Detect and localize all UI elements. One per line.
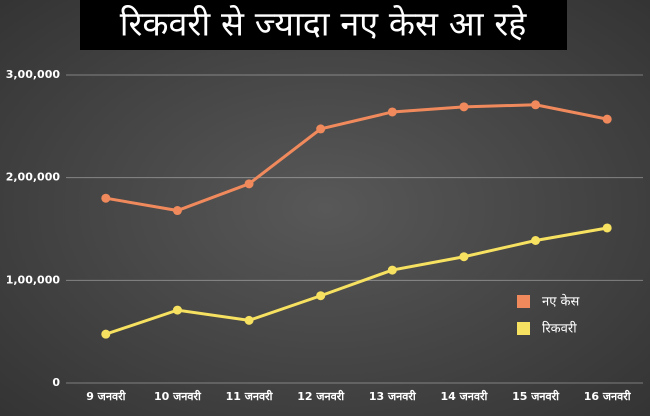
point: [459, 252, 469, 262]
legend-label: नए केस: [542, 294, 580, 310]
point: [316, 291, 326, 301]
point: [531, 100, 541, 110]
point: [101, 193, 111, 203]
legend-label: रिकवरी: [542, 321, 577, 337]
point: [387, 265, 397, 275]
x-tick-label: 14 जनवरी: [441, 389, 489, 403]
y-tick-label: 2,00,000: [6, 171, 61, 184]
series-line: [105, 226, 608, 336]
x-tick-label: 12 जनवरी: [297, 389, 345, 403]
x-tick-label: 16 जनवरी: [584, 389, 632, 403]
point: [244, 179, 254, 189]
point: [387, 107, 397, 117]
y-tick-label: 1,00,000: [6, 273, 61, 286]
legend-swatch: [517, 322, 530, 335]
x-tick-label: 13 जनवरी: [369, 389, 417, 403]
point: [101, 329, 111, 339]
point: [602, 114, 612, 124]
point: [316, 124, 326, 134]
y-tick-label: 0: [52, 376, 60, 389]
y-tick-label: 3,00,000: [6, 68, 61, 81]
point: [172, 206, 182, 216]
x-tick-label: 15 जनवरी: [512, 389, 560, 403]
point: [602, 223, 612, 233]
x-tick-label: 10 जनवरी: [154, 389, 202, 403]
point: [531, 235, 541, 245]
title-box: [80, 0, 567, 50]
x-tick-label: 11 जनवरी: [226, 389, 274, 403]
series-line: [105, 103, 608, 213]
chart-title: रिकवरी से ज्यादा नए केस आ रहे: [120, 5, 528, 45]
point: [172, 305, 182, 315]
legend-swatch: [517, 295, 530, 308]
point: [459, 102, 469, 112]
x-tick-label: 9 जनवरी: [86, 389, 126, 403]
point: [244, 315, 254, 325]
